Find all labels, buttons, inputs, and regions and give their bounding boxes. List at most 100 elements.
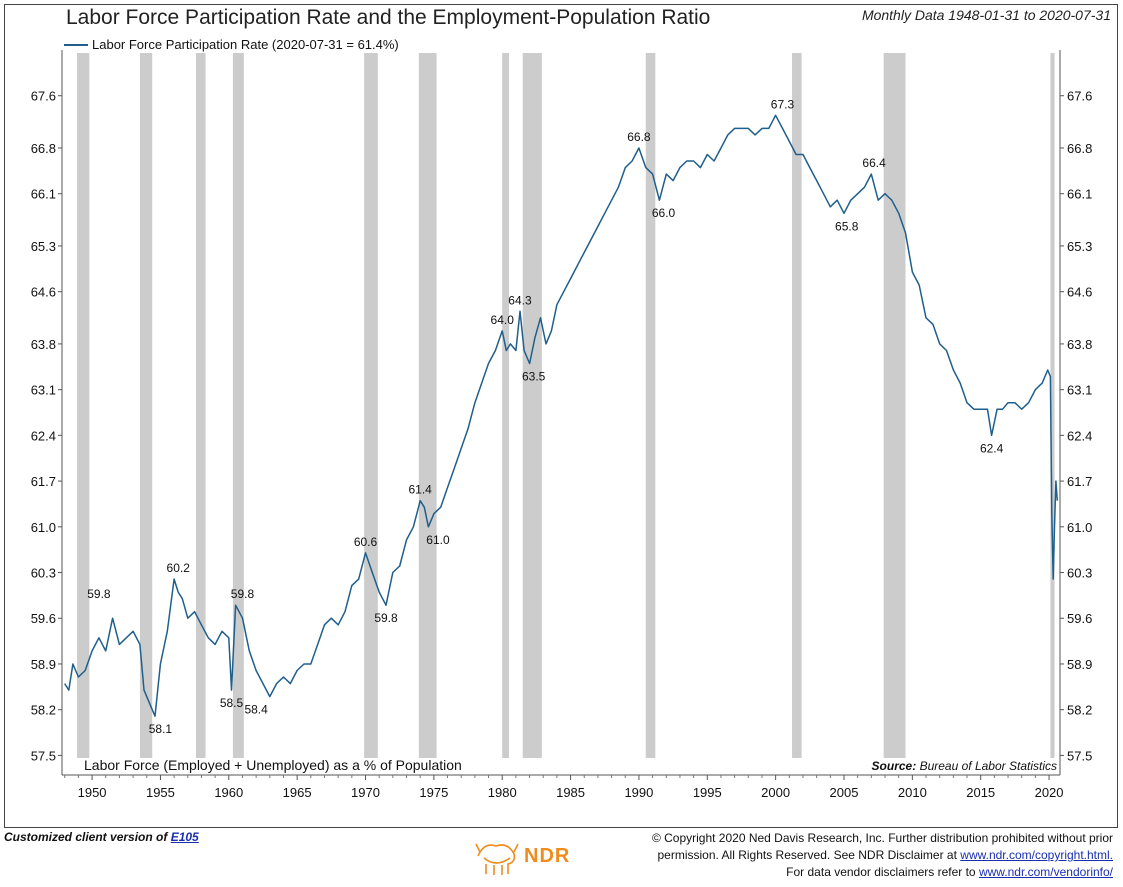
series-layer	[64, 114, 1059, 717]
y-tick-label-right: 59.6	[1067, 611, 1092, 626]
x-tick-label: 2015	[966, 785, 995, 800]
x-tick-label: 1990	[624, 785, 653, 800]
recession-band	[792, 53, 802, 758]
source-text: Bureau of Labor Statistics	[919, 759, 1057, 773]
y-tick-label-right: 58.2	[1067, 703, 1092, 718]
chart-frame	[4, 4, 1118, 828]
y-tick-label-left: 62.4	[31, 428, 56, 443]
y-tick-label-left: 59.6	[31, 611, 56, 626]
y-tick-label-right: 67.6	[1067, 89, 1092, 104]
legend-swatch	[64, 43, 88, 46]
x-tick-label: 1995	[693, 785, 722, 800]
x-tick-label: 1980	[488, 785, 517, 800]
recession-band	[364, 53, 378, 758]
value-annotation: 66.4	[862, 156, 886, 170]
y-tick-label-left: 65.3	[31, 239, 56, 254]
source-note: Source: Bureau of Labor Statistics	[872, 759, 1057, 773]
y-tick-label-left: 61.0	[31, 520, 56, 535]
value-annotation: 59.8	[374, 611, 398, 625]
series-line	[64, 114, 1059, 717]
y-tick-label-left: 66.8	[31, 141, 56, 156]
footer-copyright: © Copyright 2020 Ned Davis Research, Inc…	[652, 830, 1113, 881]
recession-band	[502, 53, 510, 758]
y-tick-label-right: 61.7	[1067, 474, 1092, 489]
recession-band	[645, 53, 656, 758]
value-annotation: 58.5	[220, 696, 244, 710]
x-tick-label: 1965	[283, 785, 312, 800]
value-annotation: 58.1	[149, 722, 173, 736]
recession-bands	[77, 53, 1055, 758]
footer-left-text: Customized client version of	[4, 830, 168, 844]
y-tick-label-left: 60.3	[31, 566, 56, 581]
value-annotation: 66.0	[652, 206, 676, 220]
value-annotation: 62.4	[980, 441, 1004, 455]
value-annotation: 64.3	[508, 293, 532, 307]
recession-band	[883, 53, 906, 758]
y-tick-label-right: 62.4	[1067, 428, 1092, 443]
recession-band	[418, 53, 437, 758]
value-annotation: 61.0	[426, 533, 450, 547]
copyright-link[interactable]: www.ndr.com/copyright.html.	[960, 848, 1113, 862]
chart-title: Labor Force Participation Rate and the E…	[66, 6, 711, 29]
x-tick-label: 1955	[146, 785, 175, 800]
y-tick-label-left: 63.8	[31, 337, 56, 352]
y-tick-label-left: 66.1	[31, 187, 56, 202]
value-annotation: 60.2	[167, 561, 191, 575]
e105-link[interactable]: E105	[170, 830, 199, 844]
y-tick-label-right: 60.3	[1067, 566, 1092, 581]
y-tick-label-left: 64.6	[31, 285, 56, 300]
x-tick-label: 1975	[419, 785, 448, 800]
value-annotation: 67.3	[771, 97, 795, 111]
value-annotation: 61.4	[409, 483, 433, 497]
y-tick-label-right: 63.1	[1067, 383, 1092, 398]
x-tick-label: 1960	[214, 785, 243, 800]
value-annotation: 60.6	[354, 535, 378, 549]
chart-description: Labor Force (Employed + Unemployed) as a…	[84, 757, 462, 773]
axes: 57.5 57.5 58.2 58.2 58.9 58.9 59.6 59.6 60.3 60.3…	[31, 50, 1092, 800]
legend-label: Labor Force Participation Rate (2020-07-…	[92, 37, 399, 52]
y-tick-label-left: 61.7	[31, 474, 56, 489]
footer-client-note: Customized client version of E105	[4, 830, 199, 844]
y-tick-label-right: 63.8	[1067, 337, 1092, 352]
value-annotation: 65.8	[835, 219, 859, 233]
x-tick-label: 1970	[351, 785, 380, 800]
y-tick-label-right: 66.1	[1067, 187, 1092, 202]
x-tick-label: 1950	[78, 785, 107, 800]
legend: Labor Force Participation Rate (2020-07-…	[64, 37, 399, 52]
y-tick-label-right: 61.0	[1067, 520, 1092, 535]
y-tick-label-left: 67.6	[31, 89, 56, 104]
y-tick-label-right: 57.5	[1067, 748, 1092, 763]
copyright-line-2: permission. All Rights Reserved. See NDR…	[652, 847, 1114, 864]
value-annotation: 58.4	[244, 703, 268, 717]
recession-band	[139, 53, 153, 758]
x-tick-label: 2000	[761, 785, 790, 800]
value-annotation: 64.0	[491, 313, 515, 327]
y-tick-label-left: 63.1	[31, 383, 56, 398]
value-annotation: 63.5	[522, 370, 546, 384]
y-tick-label-left: 58.9	[31, 657, 56, 672]
x-tick-label: 1985	[556, 785, 585, 800]
x-tick-label: 2020	[1035, 785, 1064, 800]
annotations: 59.8 58.1 60.2 58.5 59.8 58.4 60.6 59.8 61.4 61.0…	[87, 97, 1003, 736]
value-annotation: 66.8	[627, 130, 651, 144]
y-tick-label-right: 66.8	[1067, 141, 1092, 156]
chart-subtitle: Monthly Data 1948-01-31 to 2020-07-31	[861, 7, 1111, 23]
recession-band	[522, 53, 542, 758]
x-tick-label: 2010	[898, 785, 927, 800]
copyright-line-1: © Copyright 2020 Ned Davis Research, Inc…	[651, 831, 1113, 845]
value-annotation: 59.8	[87, 587, 111, 601]
vendorinfo-link[interactable]: www.ndr.com/vendorinfo/	[978, 865, 1113, 879]
recession-band	[77, 53, 90, 758]
y-tick-label-right: 58.9	[1067, 657, 1092, 672]
recession-band	[232, 53, 244, 758]
logo-text: NDR	[524, 844, 571, 867]
recession-band	[1050, 53, 1055, 758]
y-tick-label-left: 58.2	[31, 703, 56, 718]
copyright-line-2-text: permission. All Rights Reserved. See NDR…	[657, 848, 957, 862]
source-label: Source:	[871, 759, 917, 773]
recession-band	[195, 53, 206, 758]
copyright-line-3-text: For data vendor disclaimers refer to	[786, 865, 976, 879]
bull-icon	[475, 843, 519, 875]
value-annotation: 59.8	[231, 587, 255, 601]
